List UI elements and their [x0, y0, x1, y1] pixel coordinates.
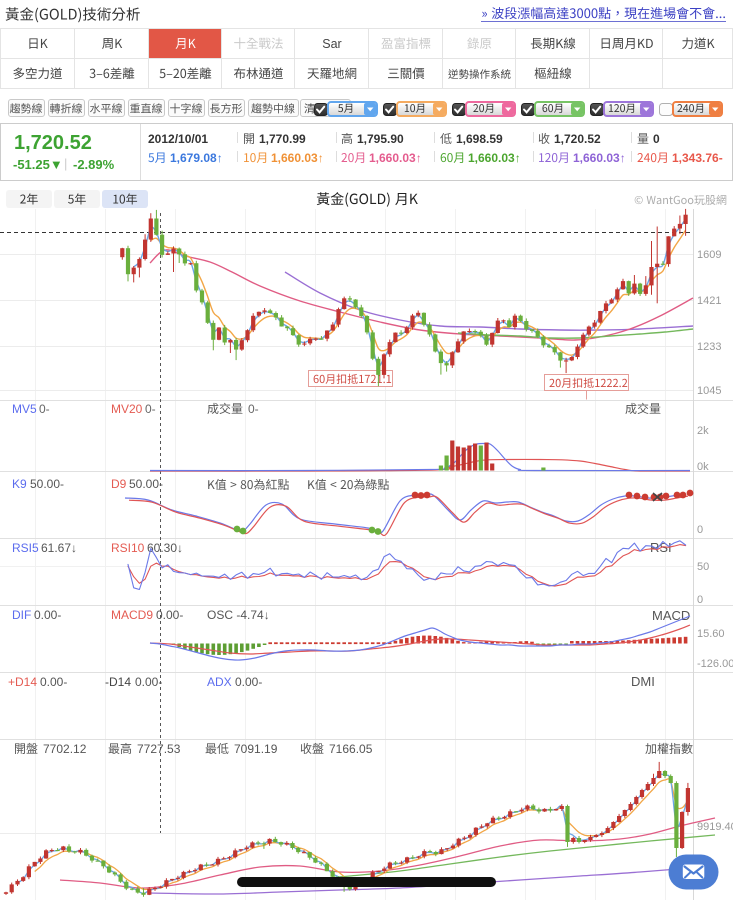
svg-text:7702.12: 7702.12 — [43, 742, 87, 756]
svg-text:-126.00: -126.00 — [697, 658, 733, 670]
svg-text:50.00-: 50.00- — [129, 477, 163, 491]
svg-text:1421: 1421 — [697, 295, 721, 307]
svg-text:7091.19: 7091.19 — [234, 742, 278, 756]
svg-text:15.60: 15.60 — [697, 628, 725, 640]
svg-text:0k: 0k — [697, 461, 709, 473]
svg-text:0: 0 — [697, 594, 703, 606]
svg-text:0-: 0- — [248, 402, 259, 416]
svg-text:+D14: +D14 — [8, 675, 37, 689]
svg-text:7166.05: 7166.05 — [329, 742, 373, 756]
svg-text:0.00-: 0.00- — [156, 608, 183, 622]
svg-text:50: 50 — [697, 561, 709, 573]
svg-text:MACD: MACD — [652, 608, 690, 623]
svg-text:MACD9: MACD9 — [111, 608, 153, 622]
svg-text:ADX: ADX — [207, 675, 232, 689]
svg-text:0.00-: 0.00- — [40, 675, 67, 689]
svg-text:7727.53: 7727.53 — [137, 742, 181, 756]
svg-text:61.67↓: 61.67↓ — [41, 541, 77, 555]
svg-text:1609: 1609 — [697, 249, 721, 261]
svg-text:1233: 1233 — [697, 341, 721, 353]
svg-text:MV5: MV5 — [12, 402, 37, 416]
svg-text:K9: K9 — [12, 477, 27, 491]
svg-text:-D14: -D14 — [105, 675, 131, 689]
svg-text:0-: 0- — [39, 402, 50, 416]
svg-text:1045: 1045 — [697, 385, 721, 397]
svg-text:RSI5: RSI5 — [12, 541, 39, 555]
svg-text:OSC -4.74↓: OSC -4.74↓ — [207, 608, 270, 622]
svg-text:0.00-: 0.00- — [135, 675, 162, 689]
svg-text:0: 0 — [697, 524, 703, 536]
svg-text:0.00-: 0.00- — [235, 675, 262, 689]
svg-text:0.00-: 0.00- — [34, 608, 61, 622]
svg-text:DIF: DIF — [12, 608, 31, 622]
svg-text:DMI: DMI — [631, 674, 655, 689]
svg-text:D9: D9 — [111, 477, 127, 491]
svg-text:RSI10: RSI10 — [111, 541, 145, 555]
svg-text:9919.40: 9919.40 — [697, 821, 733, 833]
svg-text:60.30↓: 60.30↓ — [147, 541, 183, 555]
svg-text:2k: 2k — [697, 425, 709, 437]
svg-text:0-: 0- — [145, 402, 156, 416]
svg-text:MV20: MV20 — [111, 402, 143, 416]
svg-text:50.00-: 50.00- — [30, 477, 64, 491]
